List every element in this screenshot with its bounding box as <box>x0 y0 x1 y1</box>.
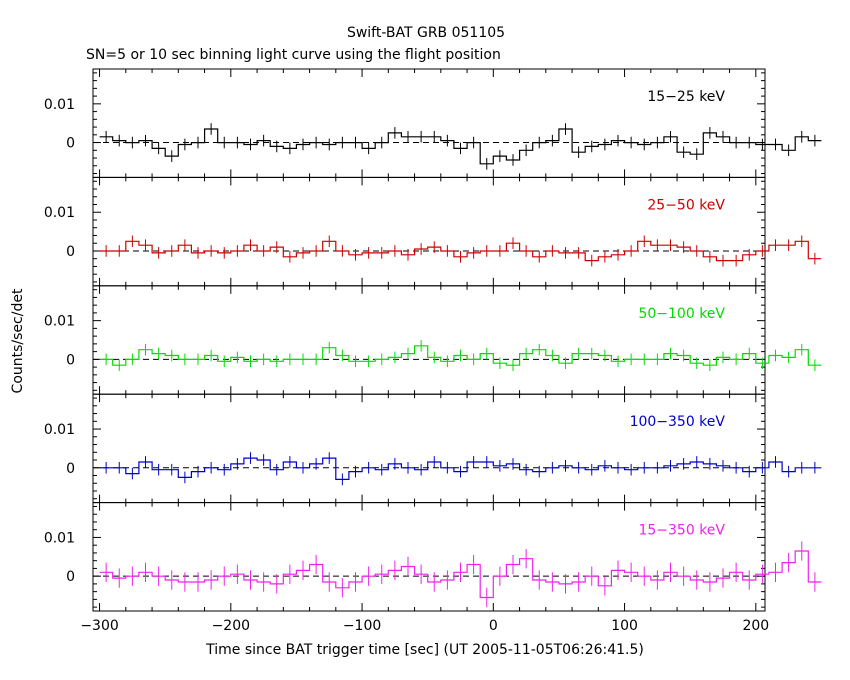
y-tick-label: 0.01 <box>44 97 75 113</box>
y-tick-label: 0 <box>66 352 75 368</box>
panel-2: 0 0.01 25−50 keV <box>44 176 822 287</box>
series-step-line <box>99 240 822 262</box>
series-label: 15−25 keV <box>647 89 725 105</box>
chart-subtitle: SN=5 or 10 sec binning light curve using… <box>86 47 501 63</box>
x-tick-label: −200 <box>212 618 250 634</box>
panel-4: 0 0.01 100−350 keV <box>44 393 822 504</box>
series-label: 25−50 keV <box>647 197 725 213</box>
series-step-line <box>99 550 822 599</box>
series-label: 100−350 keV <box>630 414 726 430</box>
x-tick-label: −100 <box>343 618 381 634</box>
y-tick-label: 0.01 <box>44 530 75 546</box>
x-tick-label: 200 <box>742 618 769 634</box>
y-tick-label: 0 <box>66 569 75 585</box>
x-tick-label: 0 <box>489 618 498 634</box>
y-tick-label: 0.01 <box>44 314 75 330</box>
panel-5: 0 0.01 15−350 keV −300 −200 −100 0 100 200 <box>44 502 822 634</box>
x-axis-label: Time since BAT trigger time [sec] (UT 20… <box>205 642 644 658</box>
panel-1: 0 0.01 15−25 keV <box>44 68 822 178</box>
panel-3: 0 0.01 50−100 keV <box>44 285 822 395</box>
panel-frame <box>92 285 766 395</box>
panel-frame <box>92 393 766 504</box>
series-label: 50−100 keV <box>638 306 725 322</box>
panel-frame <box>92 502 766 612</box>
chart-title: Swift-BAT GRB 051105 <box>347 25 505 41</box>
y-tick-label: 0 <box>66 461 75 477</box>
series-step-line <box>99 457 822 480</box>
panel-frame <box>92 176 766 287</box>
series-step-line <box>99 345 822 366</box>
x-tick-label: 100 <box>611 618 638 634</box>
series-label: 15−350 keV <box>638 523 725 539</box>
y-tick-label: 0.01 <box>44 422 75 438</box>
series-step-line <box>99 128 822 165</box>
y-tick-label: 0.01 <box>44 205 75 221</box>
y-axis-label: Counts/sec/det <box>10 288 26 393</box>
panel-frame <box>92 68 766 178</box>
x-tick-label: −300 <box>80 618 118 634</box>
y-tick-label: 0 <box>66 136 75 152</box>
y-tick-label: 0 <box>66 244 75 260</box>
panels-group: 0 0.01 15−25 keV 0 0.01 25−50 keV 0 0.01 50−100 … <box>44 68 822 634</box>
